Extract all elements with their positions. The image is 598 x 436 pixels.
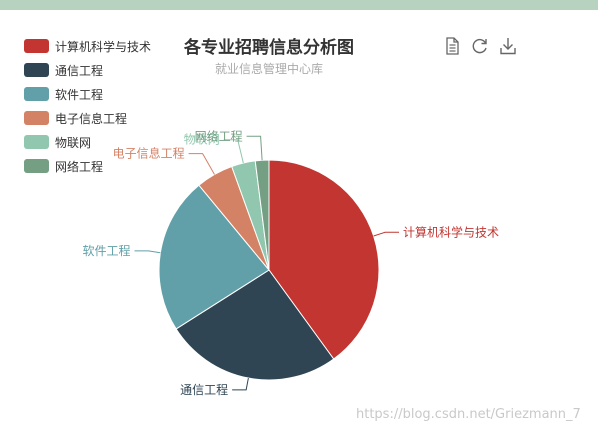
legend-label: 通信工程 [55,63,104,78]
legend-swatch [24,39,49,53]
label-leader-line [373,231,400,237]
legend-label: 电子信息工程 [55,111,128,126]
slice-label: 电子信息工程 [113,146,185,161]
watermark: https://blog.csdn.net/Griezmann_7 [356,407,581,422]
slice-label: 通信工程 [180,382,228,397]
legend-item[interactable]: 通信工程 [24,58,151,82]
toolbox [442,36,518,56]
label-leader-line [188,153,215,175]
legend-swatch [24,159,49,173]
chart-title: 各专业招聘信息分析图 [184,38,354,58]
legend-swatch [24,87,49,101]
legend-label: 物联网 [55,135,92,150]
save-image-icon[interactable] [498,36,518,56]
legend-label: 软件工程 [55,87,104,102]
pie-slice[interactable] [158,184,270,330]
pie-slices [158,159,380,381]
legend-item[interactable]: 软件工程 [24,82,151,106]
legend-label: 网络工程 [55,159,104,174]
label-leader-line [246,135,263,161]
legend-item[interactable]: 电子信息工程 [24,106,151,130]
label-leader-line [134,250,161,254]
legend-swatch [24,135,49,149]
pie-slice[interactable] [175,269,335,381]
slice-label: 软件工程 [82,243,130,258]
legend-item[interactable]: 网络工程 [24,154,151,178]
legend-label: 计算机科学与技术 [55,39,152,54]
legend-item[interactable]: 计算机科学与技术 [24,34,151,58]
legend-swatch [24,111,49,125]
legend: 计算机科学与技术 通信工程 软件工程 电子信息工程 物联网 网络工程 [24,34,151,178]
pie-slice[interactable] [268,159,380,360]
label-leader-line [223,139,244,164]
top-band [0,0,598,10]
label-leader-line [232,377,249,391]
slice-label: 物联网 [184,133,220,147]
chart-subtitle: 就业信息管理中心库 [214,62,323,76]
restore-icon[interactable] [470,36,490,56]
legend-swatch [24,63,49,77]
slice-label: 计算机科学与技术 [403,224,499,239]
data-view-icon[interactable] [442,36,462,56]
slice-label: 网络工程 [195,128,243,143]
legend-item[interactable]: 物联网 [24,130,151,154]
